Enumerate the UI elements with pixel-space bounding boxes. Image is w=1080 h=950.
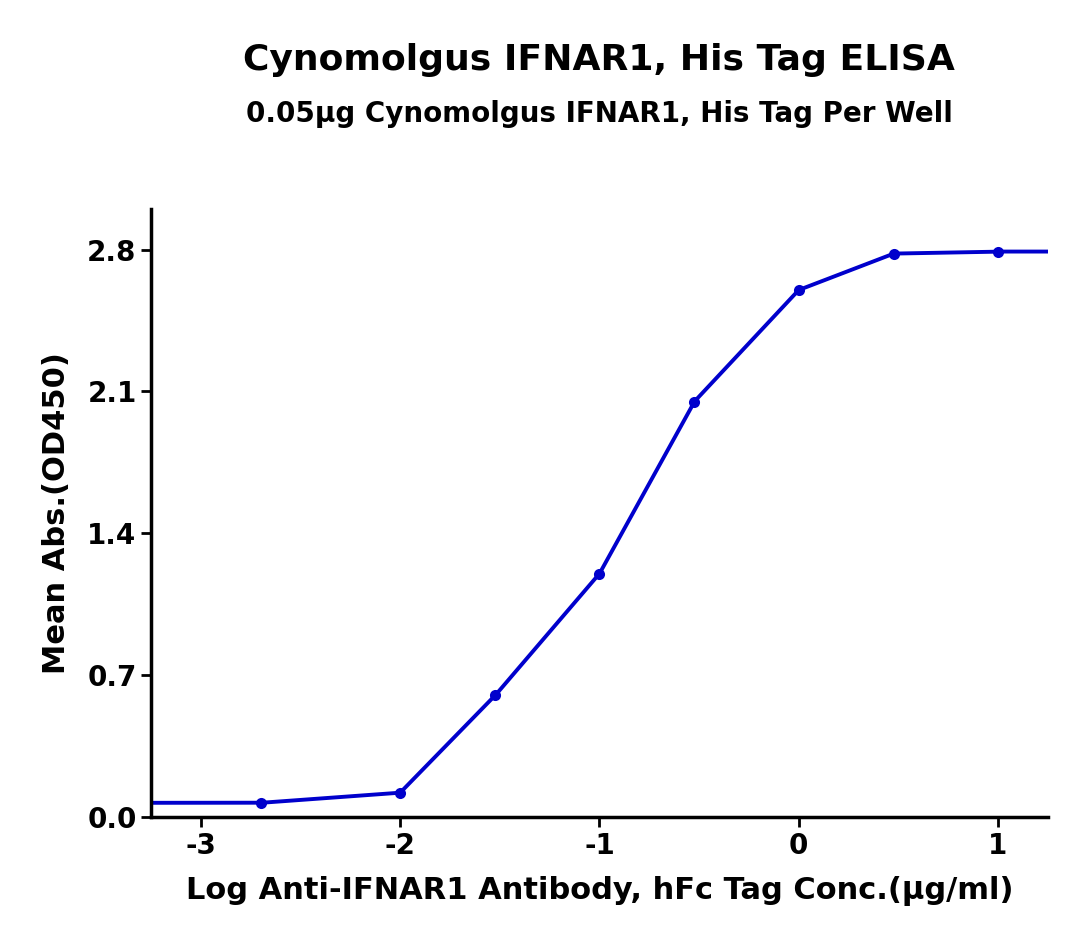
- Text: Cynomolgus IFNAR1, His Tag ELISA: Cynomolgus IFNAR1, His Tag ELISA: [243, 43, 956, 77]
- Text: 0.05μg Cynomolgus IFNAR1, His Tag Per Well: 0.05μg Cynomolgus IFNAR1, His Tag Per We…: [246, 100, 953, 127]
- X-axis label: Log Anti-IFNAR1 Antibody, hFc Tag Conc.(μg/ml): Log Anti-IFNAR1 Antibody, hFc Tag Conc.(…: [186, 876, 1013, 906]
- Y-axis label: Mean Abs.(OD450): Mean Abs.(OD450): [41, 352, 70, 674]
